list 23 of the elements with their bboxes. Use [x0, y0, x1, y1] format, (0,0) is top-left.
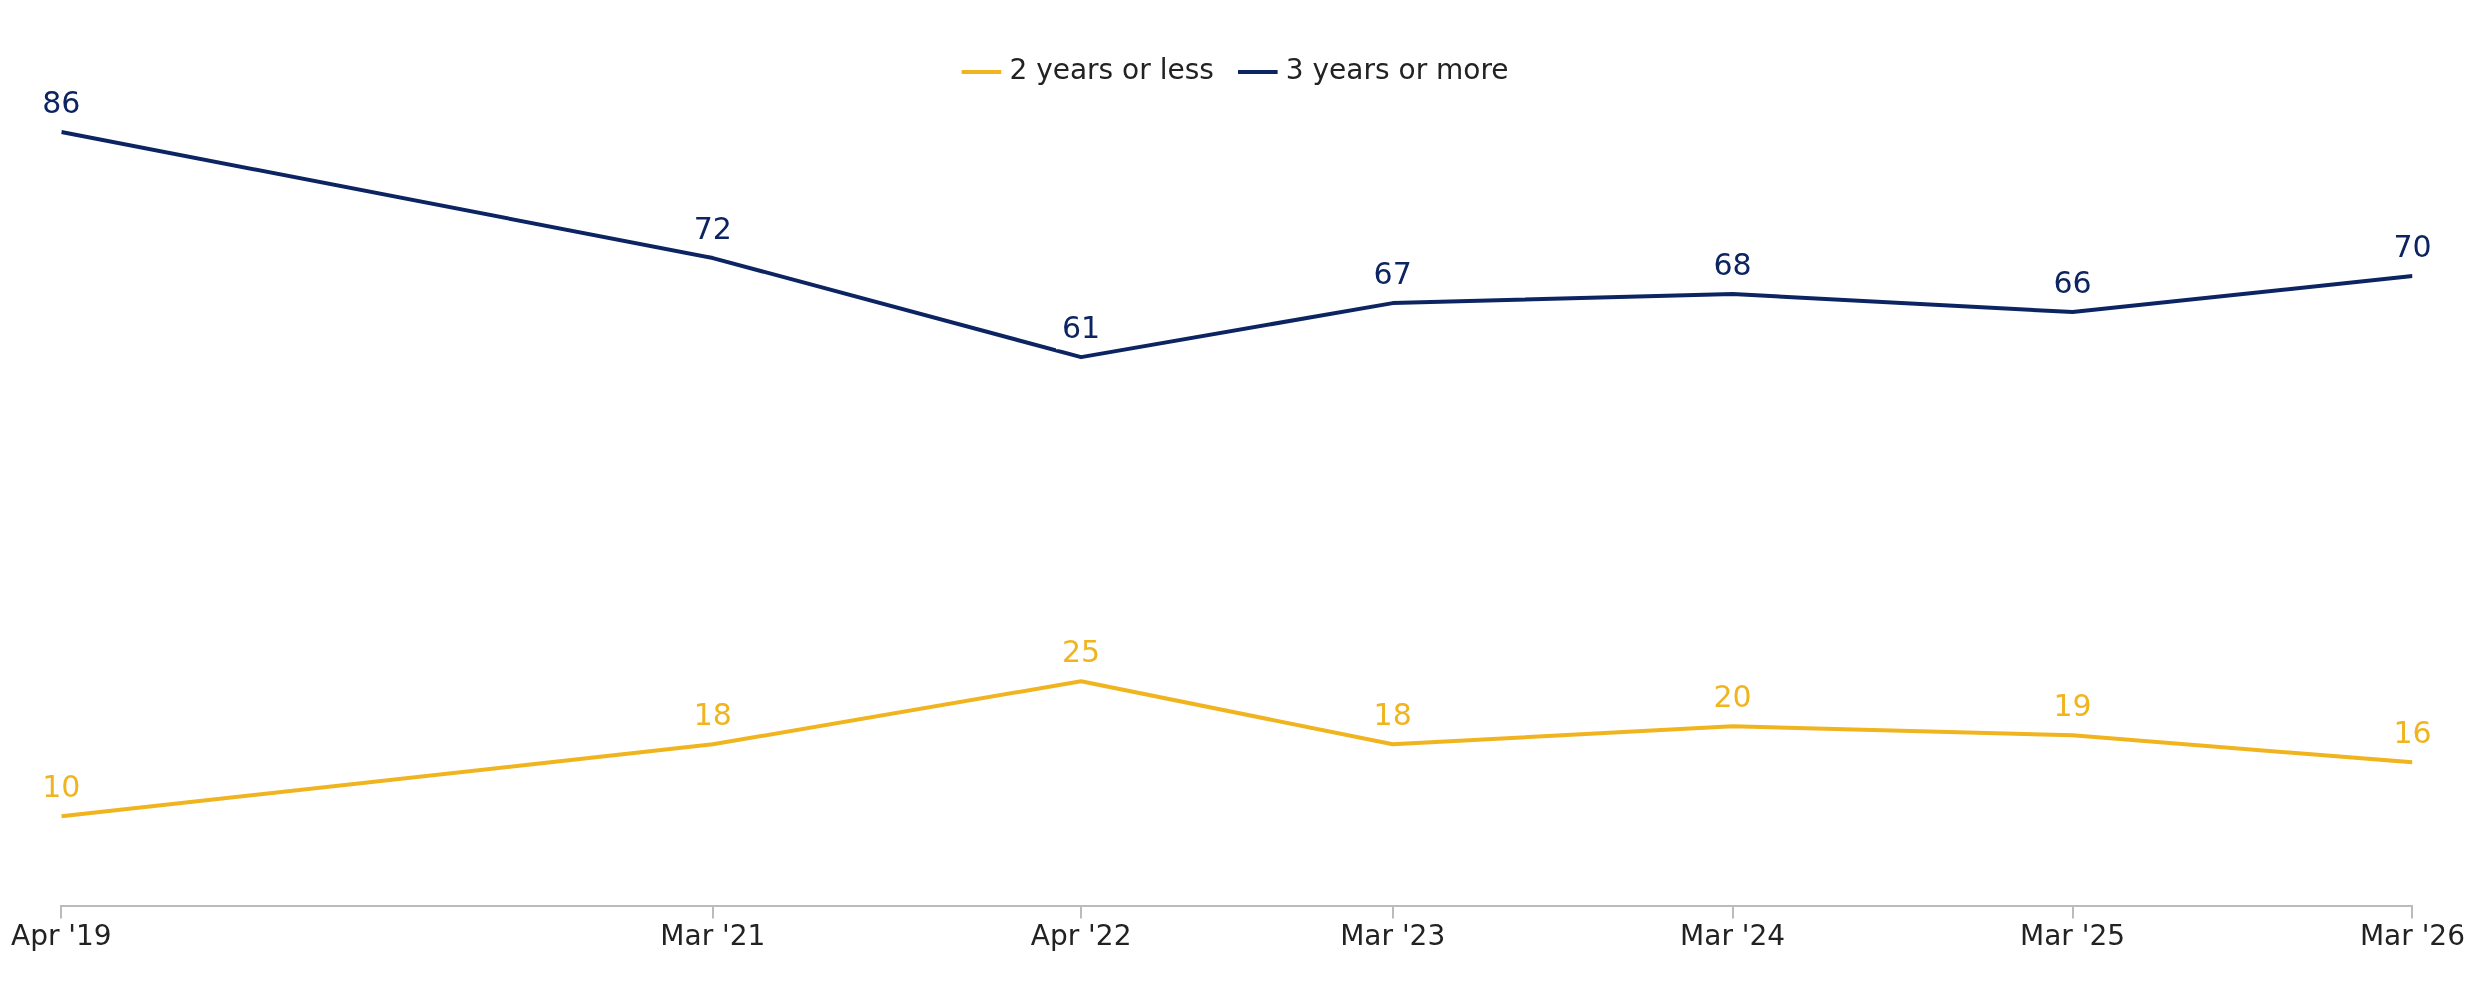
data-label: 68 [1713, 246, 1752, 282]
data-label: 16 [2393, 715, 2432, 751]
x-tick-label: Mar '26 [2359, 919, 2465, 953]
data-label: 66 [2053, 264, 2092, 300]
data-label: 25 [1062, 634, 1101, 670]
data-label: 18 [1373, 697, 1412, 733]
data-label: 18 [693, 697, 732, 733]
x-tick-label: Mar '21 [660, 919, 766, 953]
legend-label: 3 years or more [1285, 53, 1509, 87]
data-label: 19 [2053, 688, 2092, 724]
x-tick-label: Mar '25 [2020, 919, 2126, 953]
data-label: 72 [693, 210, 732, 246]
data-label: 67 [1373, 255, 1412, 291]
x-tick-label: Mar '24 [1680, 919, 1786, 953]
data-label: 61 [1062, 309, 1101, 345]
x-tick-label: Apr '22 [1030, 919, 1132, 953]
data-label: 70 [2393, 228, 2432, 264]
data-label: 10 [42, 769, 81, 805]
data-label: 86 [42, 84, 81, 120]
x-tick-label: Mar '23 [1340, 919, 1446, 953]
data-label: 20 [1713, 679, 1752, 715]
x-tick-label: Apr '19 [11, 919, 112, 953]
legend-label: 2 years or less [1009, 53, 1214, 87]
